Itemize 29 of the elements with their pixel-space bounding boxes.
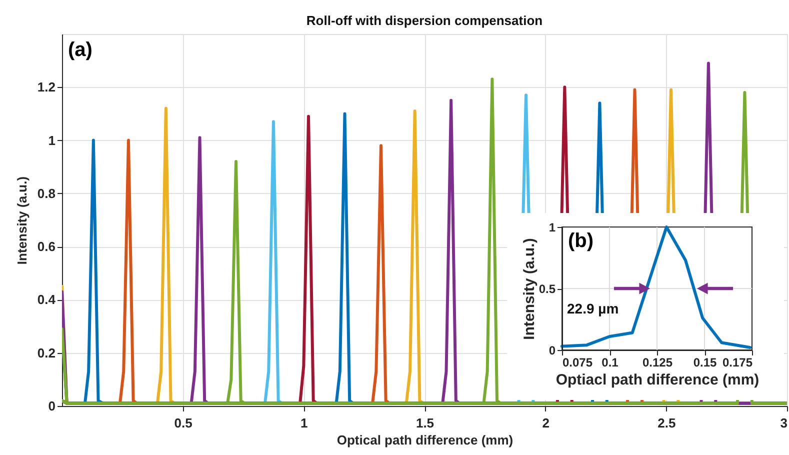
x-tick-label: 0.5 xyxy=(174,416,192,430)
x-tick-label: 0.15 xyxy=(693,356,717,370)
x-tick-label: 3 xyxy=(780,416,788,430)
y-tick-label: 0.2 xyxy=(37,345,56,360)
x-tick-label: 0.1 xyxy=(602,356,619,370)
y-tick-label: 1 xyxy=(548,220,556,234)
x-tick-label: 1.5 xyxy=(416,416,434,430)
y-tick-label: 0.4 xyxy=(37,292,56,308)
x-axis-title: Optiacl path difference (mm) xyxy=(556,372,760,388)
annotation: (a) xyxy=(68,39,92,61)
y-tick-label: 1 xyxy=(48,132,56,148)
x-tick-label: 0.175 xyxy=(722,356,753,370)
y-tick-label: 0.8 xyxy=(37,186,56,201)
x-tick-label: 0.125 xyxy=(642,356,673,370)
y-axis-title: Intensity (a.u.) xyxy=(520,238,538,340)
x-axis-title: Optical path difference (mm) xyxy=(336,432,514,448)
x-tick-label: 2 xyxy=(542,416,550,430)
y-axis-title: Intensity (a.u.) xyxy=(14,176,30,265)
x-tick-label: 2.5 xyxy=(658,416,676,430)
annotation: (b) xyxy=(568,230,594,252)
y-tick-label: 0 xyxy=(548,344,556,358)
chart-title: Roll-off with dispersion compensation xyxy=(306,13,543,28)
y-tick-label: 1.2 xyxy=(37,80,56,95)
y-tick-label: 0.5 xyxy=(538,282,556,296)
x-tick-label: 0.075 xyxy=(562,356,593,370)
y-tick-label: 0 xyxy=(48,398,56,414)
x-tick-label: 1 xyxy=(300,416,308,430)
y-tick-label: 0.6 xyxy=(37,239,56,254)
annotation: 22.9 µm xyxy=(567,300,619,316)
